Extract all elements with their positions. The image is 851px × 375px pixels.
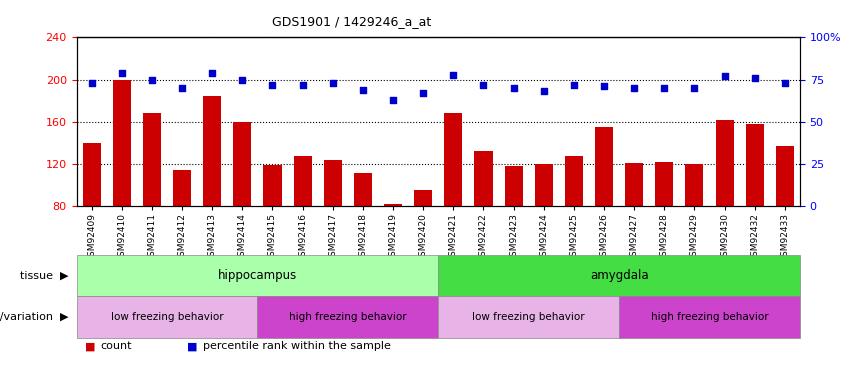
Point — [658, 85, 671, 91]
Text: genotype/variation  ▶: genotype/variation ▶ — [0, 312, 68, 322]
Point — [416, 90, 430, 96]
Bar — [323, 160, 342, 206]
Bar — [414, 190, 432, 206]
Point — [627, 85, 641, 91]
Text: low freezing behavior: low freezing behavior — [111, 312, 223, 322]
Bar — [474, 152, 493, 206]
Bar — [233, 122, 251, 206]
Bar — [745, 124, 763, 206]
Text: ■: ■ — [85, 341, 95, 351]
Bar — [257, 296, 438, 338]
Point — [748, 75, 762, 81]
Point — [85, 80, 99, 86]
Text: hippocampus: hippocampus — [218, 269, 297, 282]
Text: tissue  ▶: tissue ▶ — [20, 271, 68, 280]
Bar — [625, 163, 643, 206]
Point — [778, 80, 791, 86]
Point — [477, 82, 490, 88]
Text: percentile rank within the sample: percentile rank within the sample — [203, 341, 391, 351]
Point — [205, 70, 219, 76]
Bar — [77, 255, 438, 296]
Bar — [83, 143, 100, 206]
Bar — [685, 164, 704, 206]
Bar — [173, 170, 191, 206]
Text: amygdala: amygdala — [590, 269, 648, 282]
Point — [115, 70, 129, 76]
Bar — [112, 80, 131, 206]
Point — [537, 88, 551, 94]
Bar — [384, 204, 402, 206]
Point — [507, 85, 521, 91]
Text: GDS1901 / 1429246_a_at: GDS1901 / 1429246_a_at — [271, 15, 431, 28]
Text: ■: ■ — [187, 341, 197, 351]
Bar — [534, 164, 553, 206]
Bar — [776, 146, 794, 206]
Point — [356, 87, 369, 93]
Point — [236, 76, 249, 82]
Point — [175, 85, 189, 91]
Bar — [203, 96, 221, 206]
Bar — [620, 296, 800, 338]
Point — [597, 83, 611, 89]
Text: count: count — [100, 341, 132, 351]
Point — [296, 82, 310, 88]
Text: low freezing behavior: low freezing behavior — [472, 312, 585, 322]
Bar — [595, 127, 613, 206]
Bar — [143, 113, 161, 206]
Point — [567, 82, 580, 88]
Bar — [716, 120, 734, 206]
Text: high freezing behavior: high freezing behavior — [651, 312, 768, 322]
Bar — [655, 162, 673, 206]
Point — [146, 76, 159, 82]
Text: high freezing behavior: high freezing behavior — [289, 312, 407, 322]
Bar — [294, 156, 311, 206]
Bar — [438, 255, 800, 296]
Bar — [438, 296, 619, 338]
Point — [266, 82, 279, 88]
Point — [717, 73, 731, 79]
Bar — [354, 172, 372, 206]
Bar — [264, 165, 282, 206]
Point — [386, 97, 400, 103]
Point — [326, 80, 340, 86]
Bar — [444, 113, 462, 206]
Bar — [77, 296, 257, 338]
Point — [688, 85, 701, 91]
Point — [447, 72, 460, 78]
Bar — [505, 166, 523, 206]
Bar — [565, 156, 583, 206]
